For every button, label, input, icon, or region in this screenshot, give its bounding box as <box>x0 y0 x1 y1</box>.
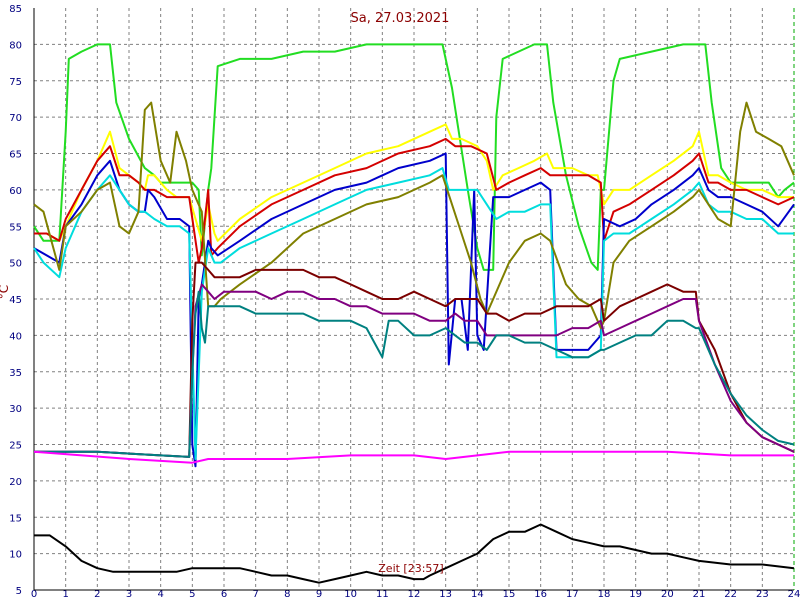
x-tick-label: 18 <box>598 589 611 600</box>
x-tick-label: 6 <box>221 589 227 600</box>
y-tick-label: 65 <box>9 150 22 161</box>
x-tick-label: 9 <box>316 589 322 600</box>
chart-title: Sa, 27.03.2021 <box>351 11 450 26</box>
x-tick-label: 3 <box>126 589 132 600</box>
x-tick-label: 24 <box>788 589 800 600</box>
x-axis-label: Zeit [23:57] <box>378 562 443 575</box>
x-tick-label: 19 <box>629 589 642 600</box>
x-tick-label: 7 <box>252 589 258 600</box>
x-tick-label: 2 <box>94 589 100 600</box>
x-tick-label: 12 <box>408 589 421 600</box>
x-tick-label: 11 <box>376 589 389 600</box>
x-tick-label: 23 <box>756 589 769 600</box>
y-tick-label: 45 <box>9 295 22 306</box>
y-tick-label: 40 <box>9 331 22 342</box>
y-tick-label: 20 <box>9 477 22 488</box>
y-axis-label: °C <box>0 285 11 299</box>
x-tick-label: 13 <box>439 589 452 600</box>
y-tick-label: 55 <box>9 222 22 233</box>
x-tick-label: 8 <box>284 589 290 600</box>
y-tick-label: 15 <box>9 513 22 524</box>
x-tick-label: 14 <box>471 589 484 600</box>
x-tick-label: 16 <box>534 589 547 600</box>
y-tick-label: 50 <box>9 259 22 270</box>
x-tick-label: 4 <box>157 589 163 600</box>
y-tick-label: 80 <box>9 40 22 51</box>
y-tick-label: 75 <box>9 77 22 88</box>
x-tick-label: 20 <box>661 589 674 600</box>
y-tick-label: 25 <box>9 441 22 452</box>
y-tick-label: 10 <box>9 550 22 561</box>
x-tick-label: 5 <box>189 589 195 600</box>
x-tick-label: 21 <box>693 589 706 600</box>
y-tick-label: 70 <box>9 113 22 124</box>
x-tick-label: 10 <box>344 589 357 600</box>
x-tick-label: 0 <box>31 589 37 600</box>
x-tick-label: 22 <box>724 589 737 600</box>
y-tick-label: 5 <box>16 586 22 597</box>
x-tick-label: 1 <box>62 589 68 600</box>
y-tick-label: 60 <box>9 186 22 197</box>
x-tick-label: 17 <box>566 589 579 600</box>
x-tick-label: 15 <box>503 589 516 600</box>
y-tick-label: 30 <box>9 404 22 415</box>
y-tick-label: 85 <box>9 4 22 15</box>
y-tick-label: 35 <box>9 368 22 379</box>
